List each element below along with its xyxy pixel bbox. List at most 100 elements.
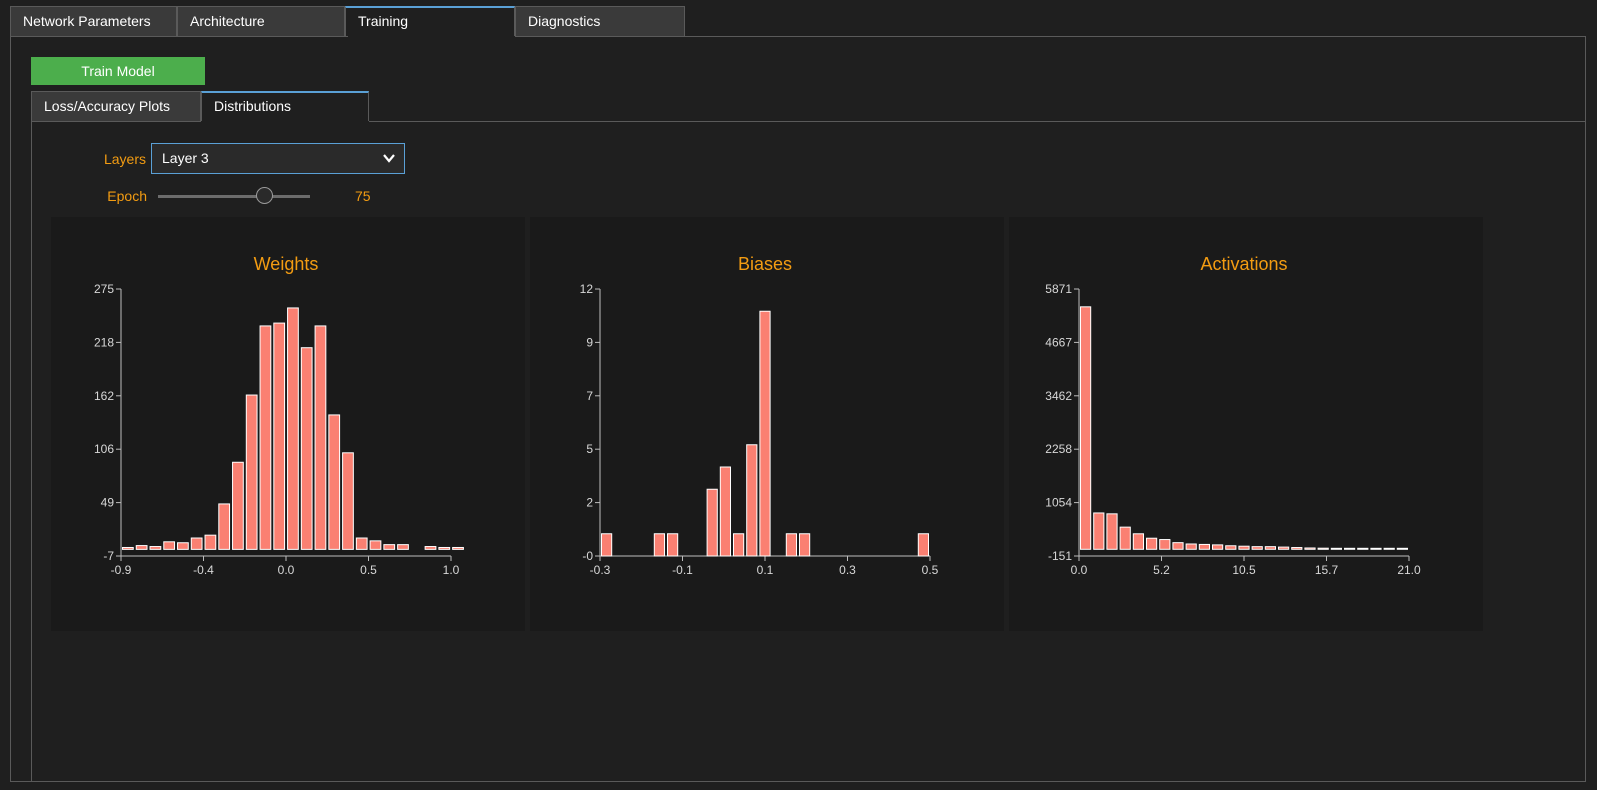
histogram-bar: [397, 544, 409, 550]
tab-diagnostics[interactable]: Diagnostics: [515, 6, 685, 36]
activations-histogram: Activations -151 1054 2258 3462 4667 5871 0.0 5.…: [1045, 254, 1421, 577]
x-tick-label: -0.9: [111, 563, 132, 577]
histogram-bar: [719, 466, 732, 557]
histogram-bar: [355, 537, 368, 550]
histogram-bar: [135, 545, 148, 550]
y-tick-label: 5871: [1045, 282, 1072, 296]
layers-select[interactable]: Layer 3: [151, 143, 405, 174]
chart-title: Weights: [254, 254, 319, 274]
sub-tab-divider: [369, 121, 1586, 122]
histogram-bar: [383, 544, 396, 550]
chevron-down-icon: [382, 144, 396, 183]
y-tick-label: 4667: [1045, 335, 1072, 349]
histogram-bar: [287, 307, 299, 550]
histogram-bar: [601, 533, 613, 557]
layers-selected-value: Layer 3: [162, 150, 209, 166]
histogram-bar: [1185, 543, 1197, 550]
x-tick-label: 0.0: [278, 563, 295, 577]
layers-label: Layers: [103, 151, 146, 167]
x-tick-label: 0.0: [1071, 563, 1088, 577]
histogram-bar: [424, 546, 437, 550]
histogram-bar: [1396, 547, 1408, 550]
histogram-bar: [1357, 547, 1369, 550]
activations-chart-panel: Activations -151 1054 2258 3462 4667 5871 0.0 5.…: [1009, 217, 1483, 631]
x-tick-label: 21.0: [1397, 563, 1421, 577]
histogram-bar: [1132, 533, 1145, 550]
histogram-bar: [232, 461, 244, 550]
x-tick-label: 0.5: [360, 563, 377, 577]
histogram-bar: [273, 322, 286, 550]
y-tick-label: 2258: [1045, 442, 1072, 456]
train-model-button[interactable]: Train Model: [31, 57, 205, 85]
y-tick-label: 275: [94, 282, 114, 296]
histogram-bar: [342, 452, 354, 550]
epoch-slider-track[interactable]: [158, 195, 310, 198]
histogram-bar: [1212, 544, 1224, 550]
histogram-bar: [1238, 545, 1250, 550]
tab-distributions[interactable]: Distributions: [201, 91, 369, 121]
epoch-label: Epoch: [107, 188, 147, 204]
histogram-bar: [1370, 547, 1382, 550]
training-panel: [10, 36, 1586, 782]
histogram-bar: [653, 533, 666, 557]
y-tick-label: 49: [101, 496, 115, 510]
histogram-bar: [163, 541, 176, 550]
sub-tab-divider: [31, 121, 201, 122]
y-tick-label: 5: [586, 442, 593, 456]
histogram-bar: [667, 533, 679, 557]
histogram-bar: [149, 546, 162, 550]
tab-training[interactable]: Training: [345, 6, 515, 36]
histogram-bar: [1278, 546, 1290, 550]
tab-bar-divider: [515, 36, 1586, 37]
y-tick-label: 12: [580, 282, 594, 296]
plot-tab-bar: Loss/Accuracy Plots Distributions: [31, 91, 369, 121]
histogram-bar: [759, 310, 771, 557]
histogram-bar: [1225, 545, 1237, 550]
y-tick-label: 7: [586, 389, 593, 403]
histogram-bar: [1344, 547, 1356, 550]
y-tick-label: -151: [1048, 549, 1072, 563]
histogram-bar: [438, 546, 451, 550]
x-tick-label: 0.1: [757, 563, 774, 577]
y-tick-label: 218: [94, 335, 114, 349]
histogram-bar: [259, 325, 272, 550]
histogram-bar: [1304, 547, 1316, 550]
x-tick-label: 1.0: [443, 563, 460, 577]
tab-bar-divider: [10, 36, 348, 37]
y-tick-label: 2: [586, 496, 593, 510]
y-tick-label: 9: [586, 335, 593, 349]
histogram-bar: [746, 444, 758, 557]
histogram-bar: [1172, 542, 1184, 550]
histogram-bar: [204, 534, 217, 550]
histogram-bar: [706, 488, 718, 557]
y-tick-label: 3462: [1045, 389, 1072, 403]
weights-histogram: Weights -7 49 106 162 218 275 -0.9 -0.4 0.0 0.5 1.0: [94, 254, 464, 577]
histogram-bar: [1383, 547, 1395, 550]
tab-loss-accuracy-plots[interactable]: Loss/Accuracy Plots: [31, 91, 201, 121]
biases-histogram: Biases -0 2 5 7 9 12 -0.3 -0.1 0.1 0.3 0.5: [580, 254, 939, 577]
weights-chart-panel: Weights -7 49 106 162 218 275 -0.9 -0.4 0.0 0.5 1.0: [51, 217, 525, 631]
histogram-bar: [300, 347, 313, 550]
x-tick-label: 15.7: [1315, 563, 1339, 577]
chart-title: Biases: [738, 254, 792, 274]
y-tick-label: -0: [582, 549, 593, 563]
biases-chart-panel: Biases -0 2 5 7 9 12 -0.3 -0.1 0.1 0.3 0.5: [530, 217, 1004, 631]
tab-network-parameters[interactable]: Network Parameters: [10, 6, 177, 36]
tab-architecture[interactable]: Architecture: [177, 6, 345, 36]
histogram-bar: [245, 394, 258, 550]
x-tick-label: 0.3: [839, 563, 856, 577]
epoch-slider-handle[interactable]: [255, 187, 273, 204]
histogram-bar: [314, 325, 327, 550]
histogram-bar: [1251, 546, 1263, 550]
x-tick-label: -0.4: [193, 563, 214, 577]
histogram-bar: [799, 533, 811, 557]
chart-title: Activations: [1200, 254, 1287, 274]
x-tick-label: 5.2: [1153, 563, 1170, 577]
histogram-bar: [218, 503, 231, 550]
histogram-bar: [1080, 306, 1092, 550]
y-tick-label: 106: [94, 442, 114, 456]
histogram-bar: [328, 414, 341, 550]
histogram-bar: [177, 542, 189, 550]
histogram-bar: [452, 546, 464, 550]
histogram-bar: [122, 546, 134, 550]
